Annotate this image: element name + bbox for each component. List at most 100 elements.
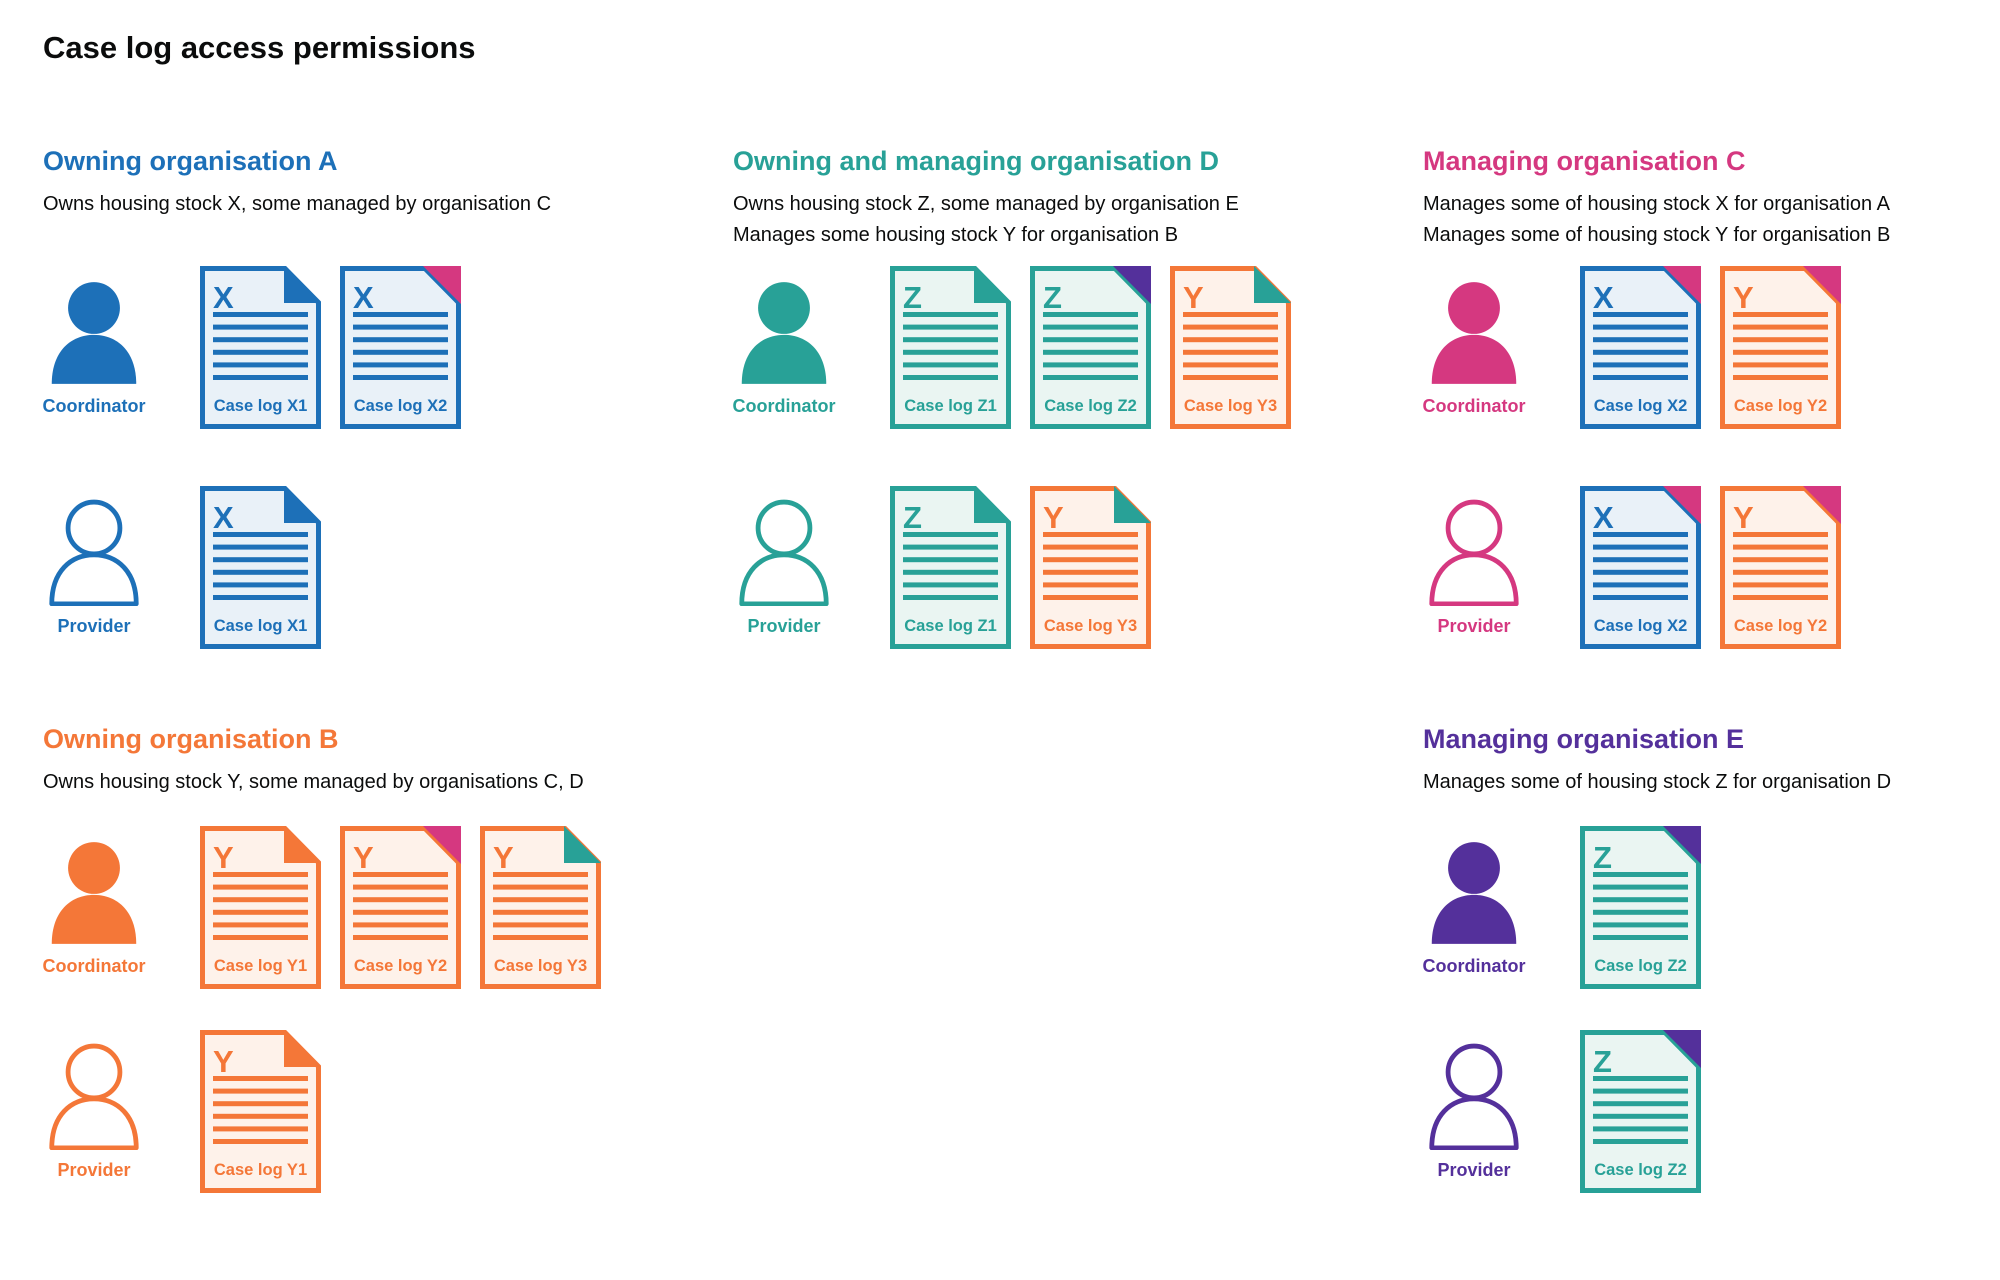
doc-text-lines-icon: [1733, 532, 1828, 600]
person-body: [49, 1096, 139, 1150]
doc-text-lines-icon: [353, 312, 448, 380]
org-heading: Owning organisation B: [43, 724, 339, 754]
case-log-document: X Case log X2: [1580, 266, 1701, 429]
role-label: Coordinator: [1422, 956, 1526, 976]
case-log-document: Y Case log Y3: [480, 826, 601, 989]
document-page: [1030, 266, 1151, 429]
docs-row: X Case log X1 X Case log X2: [200, 266, 461, 429]
role-row-provider: Provider Y Case log Y1: [43, 1030, 321, 1193]
role-label: Provider: [1437, 616, 1511, 636]
role-row-provider: Provider Z Case log Z2: [1423, 1030, 1701, 1193]
docs-row: Z Case log Z2: [1580, 826, 1701, 989]
doc-label: Case log X2: [1594, 617, 1688, 635]
folded-corner-icon: [974, 266, 1011, 303]
folded-corner-icon: [1663, 826, 1701, 864]
doc-stock-letter: X: [213, 280, 234, 315]
doc-stock-letter: X: [1593, 500, 1614, 535]
folded-corner-icon: [1254, 266, 1291, 303]
docs-row: Z Case log Z1 Y Case log Y3: [890, 486, 1151, 649]
person-head: [68, 842, 120, 894]
person-outline-icon: [1426, 1042, 1522, 1150]
docs-row: X Case log X2 Y Case log Y2: [1580, 486, 1841, 649]
person-cell: Provider: [1423, 486, 1525, 637]
case-log-document: Z Case log Z1: [890, 266, 1011, 429]
section-managing-organisation-e: Managing organisation E Manages some of …: [1423, 723, 2000, 1268]
doc-label: Case log Y2: [1734, 397, 1827, 415]
role-row-provider: Provider Z Case log Z1 Y Case log Y3: [733, 486, 1151, 649]
person-body: [51, 334, 137, 384]
org-subtitle-line: Owns housing stock Z, some managed by or…: [733, 193, 1239, 215]
role-label: Provider: [1437, 1160, 1511, 1180]
person-outline-icon: [736, 498, 832, 606]
folded-corner-icon: [284, 486, 321, 523]
folded-corner-icon: [284, 1030, 321, 1067]
person-head: [1445, 1043, 1503, 1101]
doc-stock-letter: Y: [213, 840, 234, 875]
case-log-document: X Case log X2: [1580, 486, 1701, 649]
doc-label: Case log X1: [214, 617, 308, 635]
doc-label: Case log Z1: [904, 617, 997, 635]
role-row-coordinator: Coordinator X Case log X1 X Case log X2: [43, 266, 461, 429]
case-log-document: Y Case log Y3: [1030, 486, 1151, 649]
person-outline-icon: [46, 1042, 142, 1150]
folded-corner-icon: [974, 486, 1011, 523]
case-log-document: Y Case log Y2: [1720, 266, 1841, 429]
case-log-document: X Case log X1: [200, 486, 321, 649]
role-row-coordinator: Coordinator X Case log X2 Y Case log Y2: [1423, 266, 1841, 429]
section-owning-organisation-b: Owning organisation B Owns housing stock…: [43, 723, 733, 1268]
document-page: [890, 266, 1011, 429]
person-head: [1448, 842, 1500, 894]
doc-label: Case log Y3: [494, 957, 587, 975]
org-subtitle-line: Owns housing stock Y, some managed by or…: [43, 771, 584, 793]
folded-corner-icon: [1663, 486, 1701, 524]
document-page: [200, 1030, 321, 1193]
document-page: [1170, 266, 1291, 429]
document-page: [200, 266, 321, 429]
case-log-document: Y Case log Y1: [200, 1030, 321, 1193]
person-filled-icon: [46, 278, 142, 386]
person-body: [739, 552, 829, 606]
person-body: [1431, 894, 1517, 944]
case-log-document: Z Case log Z2: [1580, 826, 1701, 989]
case-log-document: Y Case log Y2: [340, 826, 461, 989]
person-cell: Provider: [43, 486, 145, 637]
document-page: [1030, 486, 1151, 649]
folded-corner-icon: [423, 826, 461, 864]
person-head: [1445, 499, 1503, 557]
document-page: [1580, 266, 1701, 429]
case-log-document: X Case log X1: [200, 266, 321, 429]
folded-corner-icon: [1663, 266, 1701, 304]
person-cell: Provider: [1423, 1030, 1525, 1181]
doc-stock-letter: Y: [1733, 500, 1754, 535]
person-outline-icon: [1426, 498, 1522, 606]
case-log-document: X Case log X2: [340, 266, 461, 429]
person-cell: Provider: [733, 486, 835, 637]
org-subtitle: Owns housing stock Y, some managed by or…: [43, 767, 733, 798]
org-subtitle: Owns housing stock X, some managed by or…: [43, 189, 733, 220]
doc-text-lines-icon: [1183, 312, 1278, 380]
person-cell: Coordinator: [43, 826, 146, 977]
role-row-coordinator: Coordinator Y Case log Y1 Y Case log Y2 …: [43, 826, 601, 989]
person-body: [1429, 552, 1519, 606]
role-label: Provider: [57, 616, 131, 636]
doc-stock-letter: X: [213, 500, 234, 535]
person-filled-icon: [736, 278, 832, 386]
folded-corner-icon: [1113, 266, 1151, 304]
docs-row: Z Case log Z2: [1580, 1030, 1701, 1193]
doc-text-lines-icon: [213, 1076, 308, 1144]
doc-stock-letter: Z: [903, 500, 922, 535]
doc-label: Case log Z2: [1594, 1161, 1687, 1179]
role-label: Coordinator: [42, 396, 146, 416]
person-filled-icon: [46, 838, 142, 946]
document-page: [890, 486, 1011, 649]
doc-stock-letter: X: [1593, 280, 1614, 315]
person-filled-icon: [1426, 278, 1522, 386]
doc-text-lines-icon: [353, 872, 448, 940]
docs-row: X Case log X1: [200, 486, 321, 649]
folded-corner-icon: [1114, 486, 1151, 523]
person-head: [65, 1043, 123, 1101]
doc-stock-letter: X: [353, 280, 374, 315]
doc-label: Case log Y2: [354, 957, 447, 975]
doc-stock-letter: Y: [493, 840, 514, 875]
